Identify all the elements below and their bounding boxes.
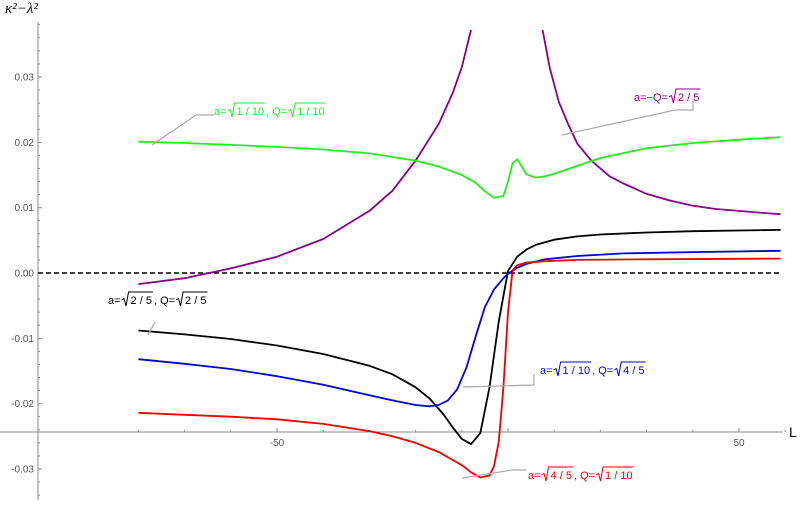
radical-sign	[613, 361, 646, 377]
series-line-0	[138, 136, 781, 199]
label-radicand: 2 / 5	[185, 295, 206, 307]
radical-sign	[541, 466, 573, 482]
y-tick-label: 0.00	[15, 269, 35, 280]
radical-sign	[287, 102, 326, 118]
label-radicand: 1 / 10	[605, 470, 633, 482]
label-text: , Q=	[574, 470, 595, 482]
annotation-leaders	[147, 101, 694, 479]
y-tick-label: 0.03	[15, 73, 35, 84]
series-line-1	[138, 29, 472, 285]
label-text: a=	[108, 295, 121, 307]
radical-sign	[553, 361, 592, 377]
y-axis-title: κ²−λ²	[5, 1, 38, 17]
label-text: , Q=	[266, 106, 287, 118]
annotation-leader-line	[561, 101, 694, 136]
radical-sign	[668, 88, 701, 104]
label-radicand: 2 / 5	[131, 295, 152, 307]
axes: -50 50 -0.03 -0.02 -0.01 0.00 0.01 0.02 0.03	[0, 22, 786, 500]
y-tick-label: -0.02	[11, 399, 34, 410]
y-tick-label: 0.02	[15, 138, 35, 149]
series-label-2: a= 2 / 5, Q= 2 / 5	[108, 291, 208, 307]
x-tick-label: -50	[270, 438, 285, 449]
label-radicand: 2 / 5	[678, 92, 699, 104]
label-text: a=	[214, 106, 227, 118]
series-line-3	[138, 249, 781, 408]
x-axis-title: L	[789, 424, 797, 440]
label-text: , Q=	[154, 295, 175, 307]
series-line-1-branch	[541, 29, 781, 216]
label-text: a=	[540, 365, 553, 377]
y-tick-label: 0.01	[15, 203, 35, 214]
series-line-4	[138, 257, 781, 479]
radical-sign	[121, 291, 153, 307]
series-label-4: a= 4 / 5, Q= 1 / 10	[528, 466, 634, 482]
series-line-2	[138, 229, 781, 446]
label-radicand: 1 / 10	[563, 365, 591, 377]
label-text: a=	[528, 470, 541, 482]
annotation-leader-line	[462, 374, 535, 388]
label-text: a=−Q=	[634, 92, 668, 104]
x-tick-label: 50	[733, 438, 745, 449]
y-tick-label: -0.01	[11, 334, 34, 345]
annotation-leader-line	[151, 114, 214, 146]
radical-sign	[595, 466, 634, 482]
series-label-3: a= 1 / 10, Q= 4 / 5	[540, 361, 646, 377]
label-radicand: 4 / 5	[551, 470, 572, 482]
annotation-leader-line	[147, 321, 156, 336]
radical-sign	[175, 291, 208, 307]
label-radicand: 4 / 5	[623, 365, 644, 377]
y-tick-label: -0.03	[11, 465, 34, 476]
annotation-leader-line	[461, 469, 526, 479]
label-text: , Q=	[592, 365, 613, 377]
label-radicand: 1 / 10	[237, 106, 265, 118]
series-label-0: a= 1 / 10, Q= 1 / 10	[214, 102, 326, 118]
annotation-labels: a= 1 / 10, Q= 1 / 10a=−Q= 2 / 5a= 2 / 5, Q= 2…	[108, 88, 701, 482]
label-radicand: 1 / 10	[297, 106, 325, 118]
series-label-1: a=−Q= 2 / 5	[634, 88, 701, 104]
radical-sign	[227, 102, 266, 118]
series-layer	[138, 29, 781, 479]
